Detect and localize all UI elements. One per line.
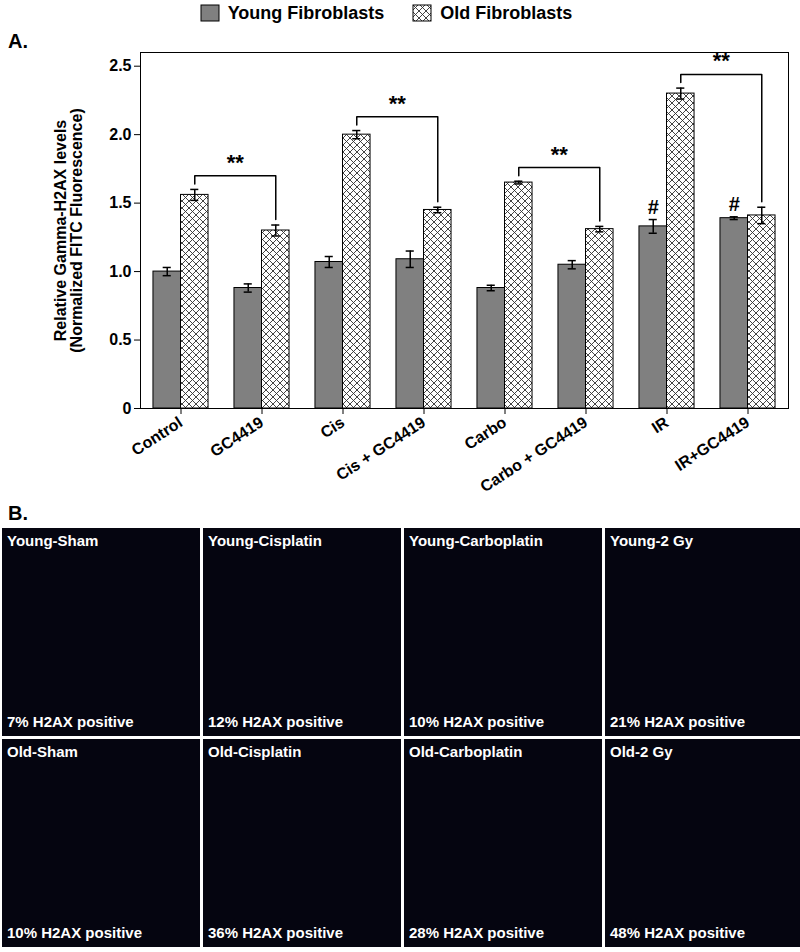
html-text:Old Fibroblasts: Old Fibroblasts: [440, 2, 573, 23]
svg-text:Control: Control: [128, 413, 185, 458]
html-text:7% H2AX positive: 7% H2AX positive: [7, 713, 134, 730]
svg-text:0.5: 0.5: [109, 331, 131, 348]
html-text:Young-2 Gy: Young-2 Gy: [610, 532, 694, 549]
html-text:Young-Sham: Young-Sham: [7, 532, 99, 549]
html-text:Young-Cisplatin: Young-Cisplatin: [208, 532, 322, 549]
html-text:Old-Cisplatin: Old-Cisplatin: [208, 743, 302, 760]
svg-text:Carbo + GC4419: Carbo + GC4419: [477, 413, 590, 495]
svg-text:Cis + GC4419: Cis + GC4419: [333, 413, 428, 483]
html-text:28% H2AX positive: 28% H2AX positive: [409, 924, 545, 941]
svg-text:0: 0: [123, 400, 132, 417]
html-text:10% H2AX positive: 10% H2AX positive: [7, 924, 143, 941]
html-text:48% H2AX positive: 48% H2AX positive: [610, 924, 746, 941]
html-text:12% H2AX positive: 12% H2AX positive: [208, 713, 344, 730]
html-text:Young Fibroblasts: Young Fibroblasts: [227, 2, 385, 23]
svg-text:2.0: 2.0: [109, 126, 131, 143]
svg-text:2.5: 2.5: [109, 57, 131, 74]
svg-text:**: **: [551, 142, 569, 167]
svg-text:**: **: [389, 91, 407, 116]
svg-text:#: #: [648, 196, 659, 218]
svg-text:#: #: [729, 193, 740, 215]
html-text:A.: A.: [8, 30, 28, 52]
svg-text:Cis: Cis: [317, 413, 347, 441]
svg-text:GC4419: GC4419: [207, 413, 266, 460]
html-text:Old-2 Gy: Old-2 Gy: [610, 743, 673, 760]
html-text:B.: B.: [8, 502, 28, 524]
html-text:21% H2AX positive: 21% H2AX positive: [610, 713, 746, 730]
html-text:10% H2AX positive: 10% H2AX positive: [409, 713, 545, 730]
svg-text:Relative Gamma-H2AX levels(Nor: Relative Gamma-H2AX levels(Normalized FI…: [52, 108, 85, 353]
svg-text:IR: IR: [649, 413, 672, 436]
html-text:Old-Carboplatin: Old-Carboplatin: [409, 743, 523, 760]
svg-text:Carbo: Carbo: [461, 413, 509, 453]
svg-text:1.5: 1.5: [109, 194, 131, 211]
svg-text:1.0: 1.0: [109, 263, 131, 280]
svg-text:IR+GC4419: IR+GC4419: [672, 413, 753, 474]
html-text:Young-Carboplatin: Young-Carboplatin: [409, 532, 543, 549]
html-text:Old-Sham: Old-Sham: [7, 743, 78, 760]
svg-text:**: **: [227, 150, 245, 175]
html-text:36% H2AX positive: 36% H2AX positive: [208, 924, 344, 941]
